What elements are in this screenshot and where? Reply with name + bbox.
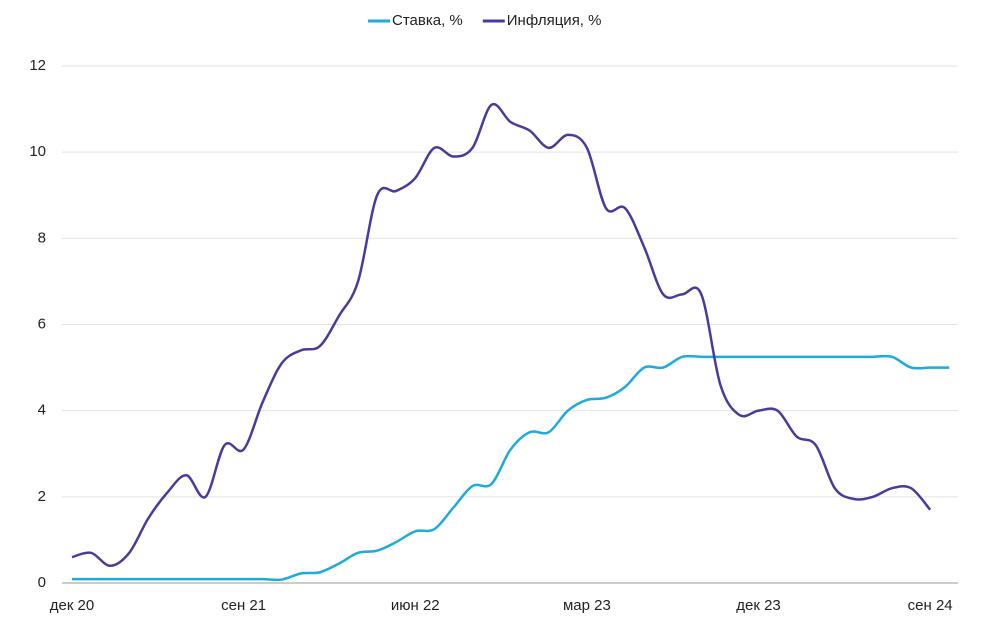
y-tick-label: 0 [38,574,46,591]
x-tick-label: сен 21 [221,597,266,614]
y-tick-label: 4 [38,402,46,419]
legend-label: Ставка, % [392,12,463,29]
y-tick-label: 12 [29,57,46,74]
y-tick-label: 2 [38,488,46,505]
x-tick-label: дек 23 [736,597,781,614]
line [72,354,950,582]
x-tick-label: дек 20 [50,597,95,614]
x-tick-label: сен 24 [908,597,953,614]
x-tick-label: июн 22 [391,597,440,614]
y-tick-label: 6 [38,315,46,332]
line [71,102,932,568]
x-tick-label: мар 23 [563,597,611,614]
y-tick-label: 10 [29,143,46,160]
legend-label: Инфляция, % [507,12,602,29]
y-tick-label: 8 [38,229,46,246]
